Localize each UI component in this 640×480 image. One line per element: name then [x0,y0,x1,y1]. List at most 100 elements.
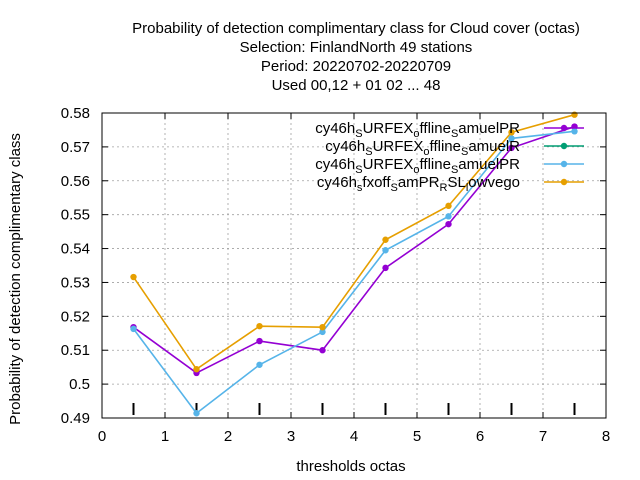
data-point [193,410,200,417]
legend-label-part: ffline [420,156,451,173]
legend-label-part: o [413,128,419,140]
x-axis-label: thresholds octas [296,458,405,475]
x-tick-label: 4 [350,428,358,445]
y-tick-label: 0.5 [69,376,90,393]
y-tick-label: 0.54 [61,241,90,258]
legend-item-2: cy46hSURFEXofflineSamuelR [325,138,584,158]
y-tick-label: 0.52 [61,308,90,325]
title-line-4: Used 00,12 + 01 02 ... 48 [272,77,441,94]
data-point [319,323,326,331]
legend-label: cy46hSURFEXofflineSamuelR [325,138,520,158]
y-tick-label: 0.55 [61,207,90,224]
legend-label: cy46hsfxoffSamPRRSLlowvego [317,174,520,194]
series-group [130,111,578,417]
legend-label-part: R [440,182,448,194]
legend-label-part: amuelR [468,138,520,155]
legend-label-part: cy46h [317,174,357,191]
legend-label-part: owvego [468,174,520,191]
legend-label-part: URFEX [363,156,414,173]
title-line-2: Selection: FinlandNorth 49 stations [240,39,473,56]
legend-label-part: SL [447,174,465,191]
legend-label: cy46hSURFEXofflineSamuelPR [315,120,520,140]
y-tick-label: 0.51 [61,342,90,359]
x-tick-label: 5 [413,428,421,445]
data-point [256,337,263,345]
legend-swatch-marker [560,178,568,186]
data-point [508,144,515,152]
series-4 [130,111,578,373]
x-tick-label: 3 [287,428,295,445]
legend-label-part: S [391,182,398,194]
legend-label-part: cy46h [315,156,355,173]
legend-label-part: s [357,182,363,194]
x-tick-label: 6 [476,428,484,445]
legend-label-part: cy46h [325,138,365,155]
series-3 [130,128,578,417]
data-point [130,273,137,281]
y-tick-labels: 0.49 0.5 0.51 0.52 0.53 0.54 0.55 0.56 0.57 0.58 [61,105,90,427]
legend-swatch-marker [560,142,568,150]
x-tick-label: 8 [602,428,610,445]
data-point [382,264,389,272]
data-point [382,236,389,243]
data-point [319,347,326,354]
data-point [445,202,452,210]
data-point [508,135,515,142]
title-line-3: Period: 20220702-20220709 [261,58,451,75]
data-point [130,325,137,333]
x-tick-label: 0 [98,428,106,445]
legend-label-part: URFEX [373,138,424,155]
legend-label-part: URFEX [363,120,414,137]
legend-label-part: o [423,146,429,158]
legend-label-part: amuelPR [458,156,520,173]
axis-ticks [101,112,607,419]
data-point [382,247,389,254]
y-tick-label: 0.56 [61,173,90,190]
x-tick-label: 7 [539,428,547,445]
legend-label-part: o [413,164,419,176]
legend-label-part: cy46h [315,120,355,137]
legend-label-part: amuelPR [458,120,520,137]
legend-item-4: cy46hsfxoffSamPRRSLlowvego [317,174,584,194]
y-tick-label: 0.53 [61,274,90,291]
x-tick-labels: 0 1 2 3 4 5 6 7 8 [98,428,610,445]
data-point [445,220,452,228]
data-point [571,111,578,118]
series-line [132,113,575,371]
legend-label-part: S [451,164,458,176]
y-axis-label: Probability of detection complimentary c… [7,133,24,425]
data-point [193,366,200,373]
threshold-marks [132,403,576,415]
data-point [571,128,578,135]
y-tick-label: 0.49 [61,410,90,427]
legend: cy46hSURFEXofflineSamuelPRcy46hSURFEXoff… [315,120,584,194]
series-line [133,125,575,374]
legend-label-part: ffline [420,120,451,137]
legend-swatch-marker [560,160,568,168]
data-point [445,213,452,220]
legend-label-part: l [466,182,468,194]
y-tick-label: 0.57 [61,139,90,156]
series-line [132,130,575,415]
data-point [319,328,326,336]
legend-item-3: cy46hSURFEXofflineSamuelPR [315,156,584,176]
legend-label-part: amPR [398,174,440,191]
data-point [256,361,263,368]
title-line-1: Probability of detection complimentary c… [132,20,580,37]
legend-label-part: S [355,164,362,176]
x-tick-label: 2 [224,428,232,445]
legend-label: cy46hSURFEXofflineSamuelPR [315,156,520,176]
legend-label-part: S [365,146,372,158]
legend-label-part: fxoff [362,174,391,191]
x-tick-label: 1 [161,428,169,445]
legend-label-part: S [461,146,468,158]
data-point [256,322,263,330]
chart-title: Probability of detection complimentary c… [132,20,580,94]
legend-item-1: cy46hSURFEXofflineSamuelPR [315,120,584,140]
legend-label-part: S [451,128,458,140]
data-point [508,129,515,136]
legend-label-part: ffline [430,138,461,155]
legend-label-part: S [355,128,362,140]
y-tick-label: 0.58 [61,105,90,122]
